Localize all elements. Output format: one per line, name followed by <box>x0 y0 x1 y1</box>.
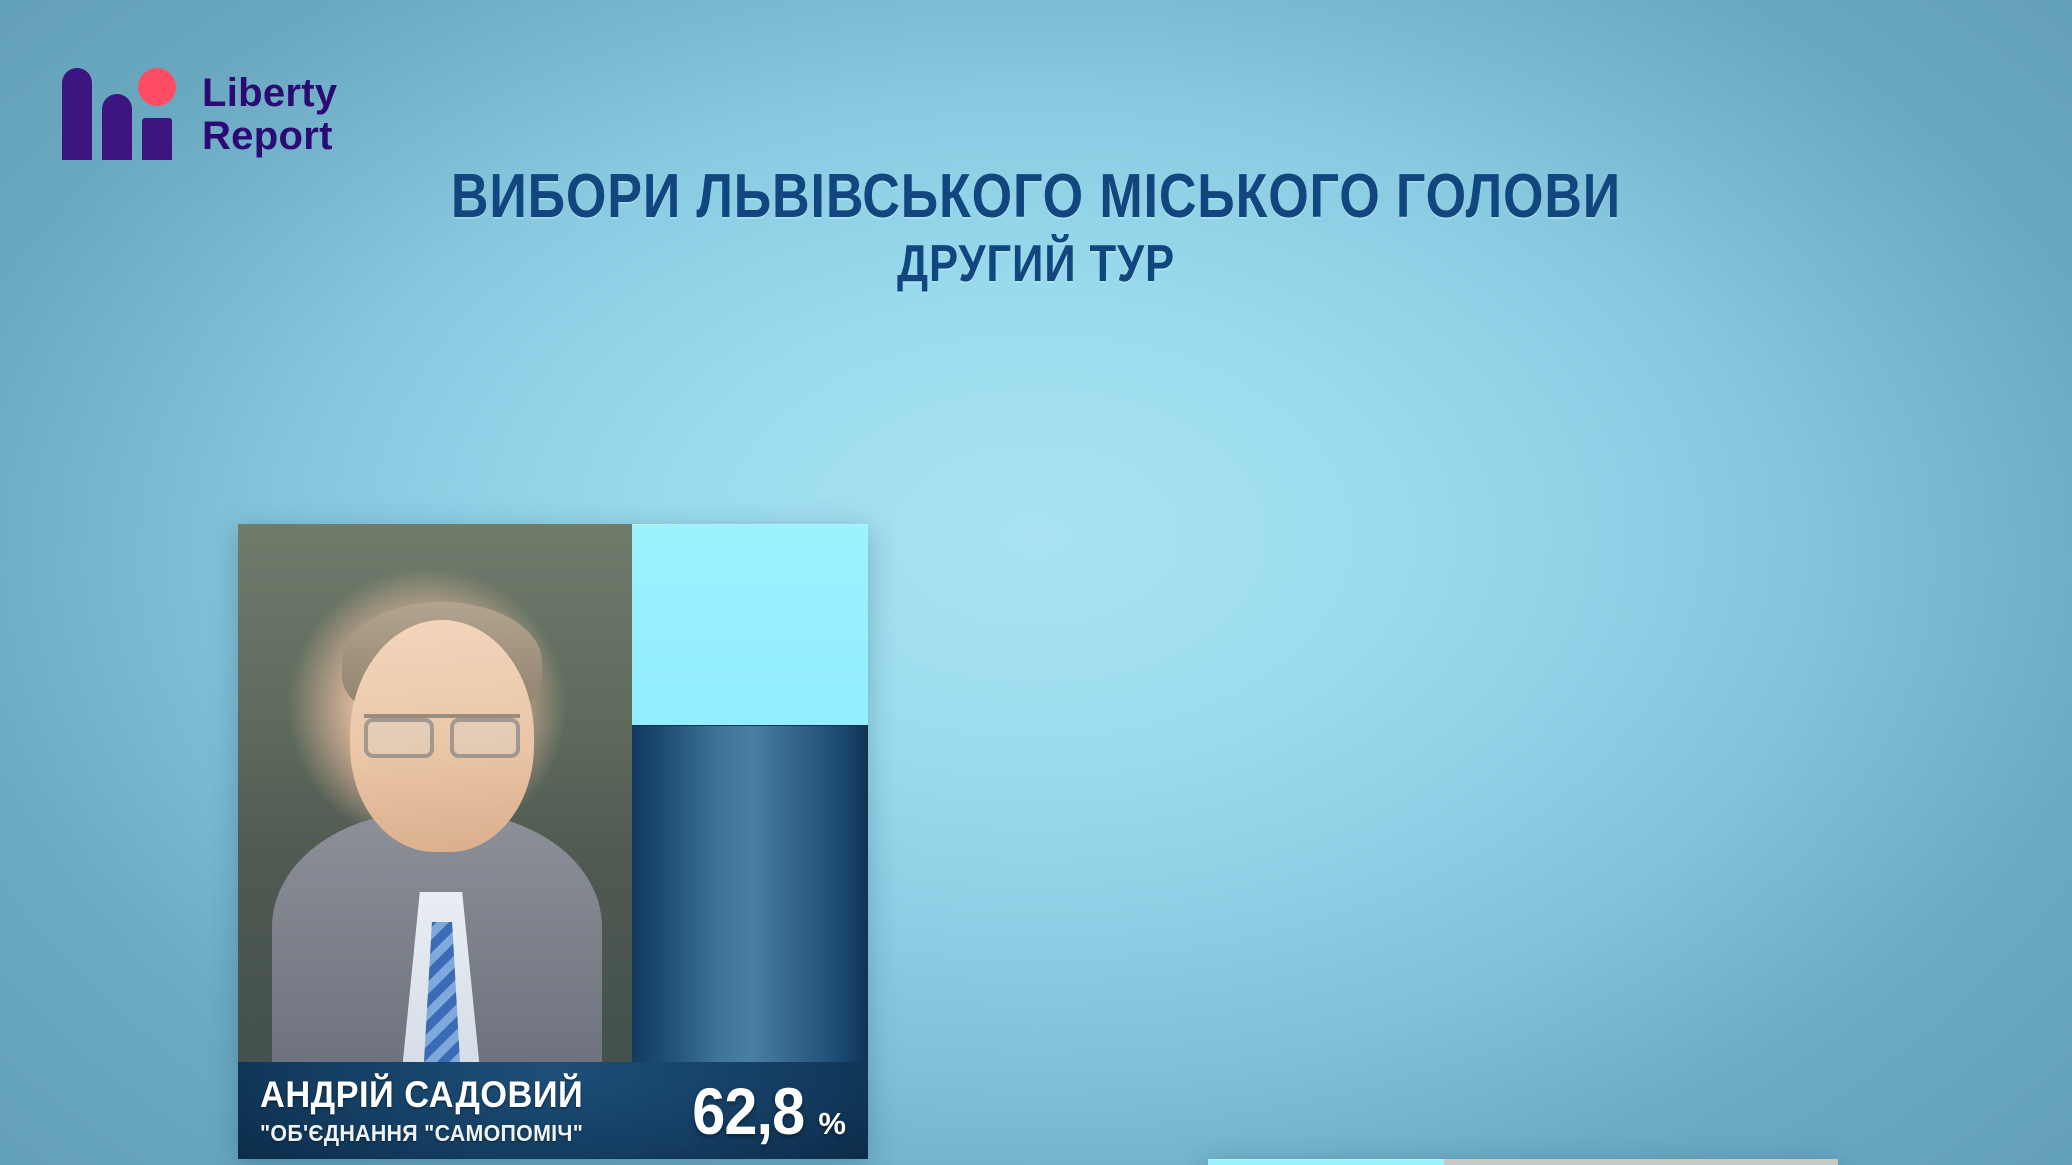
logo-bar-1 <box>62 68 92 160</box>
candidate-party: "ОБ'ЄДНАННЯ "САМОПОМІЧ" <box>260 1120 584 1146</box>
page-title: ВИБОРИ ЛЬВІВСЬКОГО МІСЬКОГО ГОЛОВИ <box>450 162 1622 231</box>
result-bar-synyutka <box>1208 1159 1444 1165</box>
logo-bar-3 <box>142 118 172 160</box>
brand-name-line1: Liberty <box>202 70 338 115</box>
candidate-portrait-synyutka <box>1444 1159 1838 1165</box>
page-subtitle: ДРУГИЙ ТУР <box>897 235 1175 293</box>
logo-bar-2 <box>102 94 132 160</box>
candidate-body <box>238 524 868 1062</box>
candidate-identity: АНДРІЙ САДОВИЙ "ОБ'ЄДНАННЯ "САМОПОМІЧ" <box>260 1076 668 1145</box>
brand-name: Liberty Report <box>202 70 338 160</box>
candidate-nameplate: АНДРІЙ САДОВИЙ "ОБ'ЄДНАННЯ "САМОПОМІЧ" 6… <box>238 1062 868 1159</box>
brand-logo: Liberty Report <box>62 62 2072 160</box>
candidate-name: АНДРІЙ САДОВИЙ <box>260 1074 584 1115</box>
result-bar-fill <box>632 724 868 1062</box>
candidate-panel-synyutka: ОЛЕГ СИНЮТКА "ЄВРОПЕЙСЬКА СОЛІДАРНІСТЬ" … <box>1208 1159 1838 1165</box>
candidate-percent: 62,8 % <box>686 1078 846 1144</box>
candidate-body <box>1208 1159 1838 1165</box>
header-block: ВИБОРИ ЛЬВІВСЬКОГО МІСЬКОГО ГОЛОВИ ДРУГИ… <box>0 162 2072 293</box>
percent-sign: % <box>818 1105 846 1141</box>
logo-dot-icon <box>138 68 176 106</box>
candidate-portrait-sadovyi <box>238 524 632 1062</box>
brand-name-line2: Report <box>202 113 333 158</box>
liberty-report-bars-logo <box>62 62 180 160</box>
result-bar-sadovyi <box>632 524 868 1062</box>
candidate-panel-sadovyi: АНДРІЙ САДОВИЙ "ОБ'ЄДНАННЯ "САМОПОМІЧ" 6… <box>238 524 868 1159</box>
portrait-head <box>350 620 534 852</box>
percent-value: 62,8 <box>692 1073 805 1148</box>
portrait-glasses-icon <box>364 714 520 758</box>
